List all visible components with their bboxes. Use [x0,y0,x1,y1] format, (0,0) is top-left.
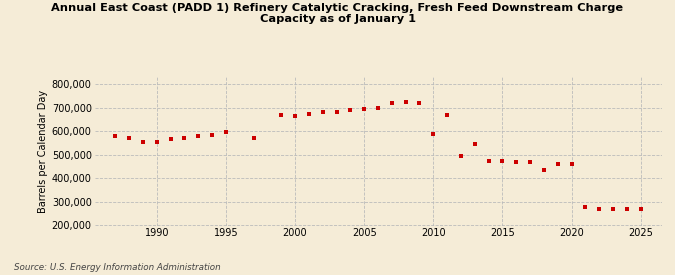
Point [276,112,287,117]
Point [359,107,370,111]
Point [124,136,134,140]
Point [290,114,300,118]
Point [221,130,232,134]
Point [193,134,204,139]
Point [317,110,328,115]
Point [165,137,176,142]
Point [608,207,618,212]
Point [373,106,383,110]
Point [400,100,411,105]
Point [497,159,508,164]
Point [138,140,148,144]
Point [524,160,535,164]
Point [511,160,522,164]
Point [386,101,397,106]
Y-axis label: Barrels per Calendar Day: Barrels per Calendar Day [38,90,47,213]
Text: Annual East Coast (PADD 1) Refinery Catalytic Cracking, Fresh Feed Downstream Ch: Annual East Coast (PADD 1) Refinery Cata… [51,3,624,24]
Point [594,207,605,211]
Point [580,205,591,209]
Point [207,133,217,137]
Point [248,135,259,140]
Point [456,154,466,158]
Point [110,134,121,139]
Point [552,162,563,166]
Point [151,140,162,144]
Point [622,207,632,212]
Point [428,131,439,136]
Point [469,142,480,146]
Point [441,112,452,117]
Point [304,111,315,116]
Text: Source: U.S. Energy Information Administration: Source: U.S. Energy Information Administ… [14,263,220,272]
Point [635,207,646,211]
Point [331,109,342,114]
Point [566,162,577,166]
Point [179,136,190,140]
Point [414,101,425,105]
Point [483,159,494,163]
Point [539,167,549,172]
Point [345,108,356,113]
